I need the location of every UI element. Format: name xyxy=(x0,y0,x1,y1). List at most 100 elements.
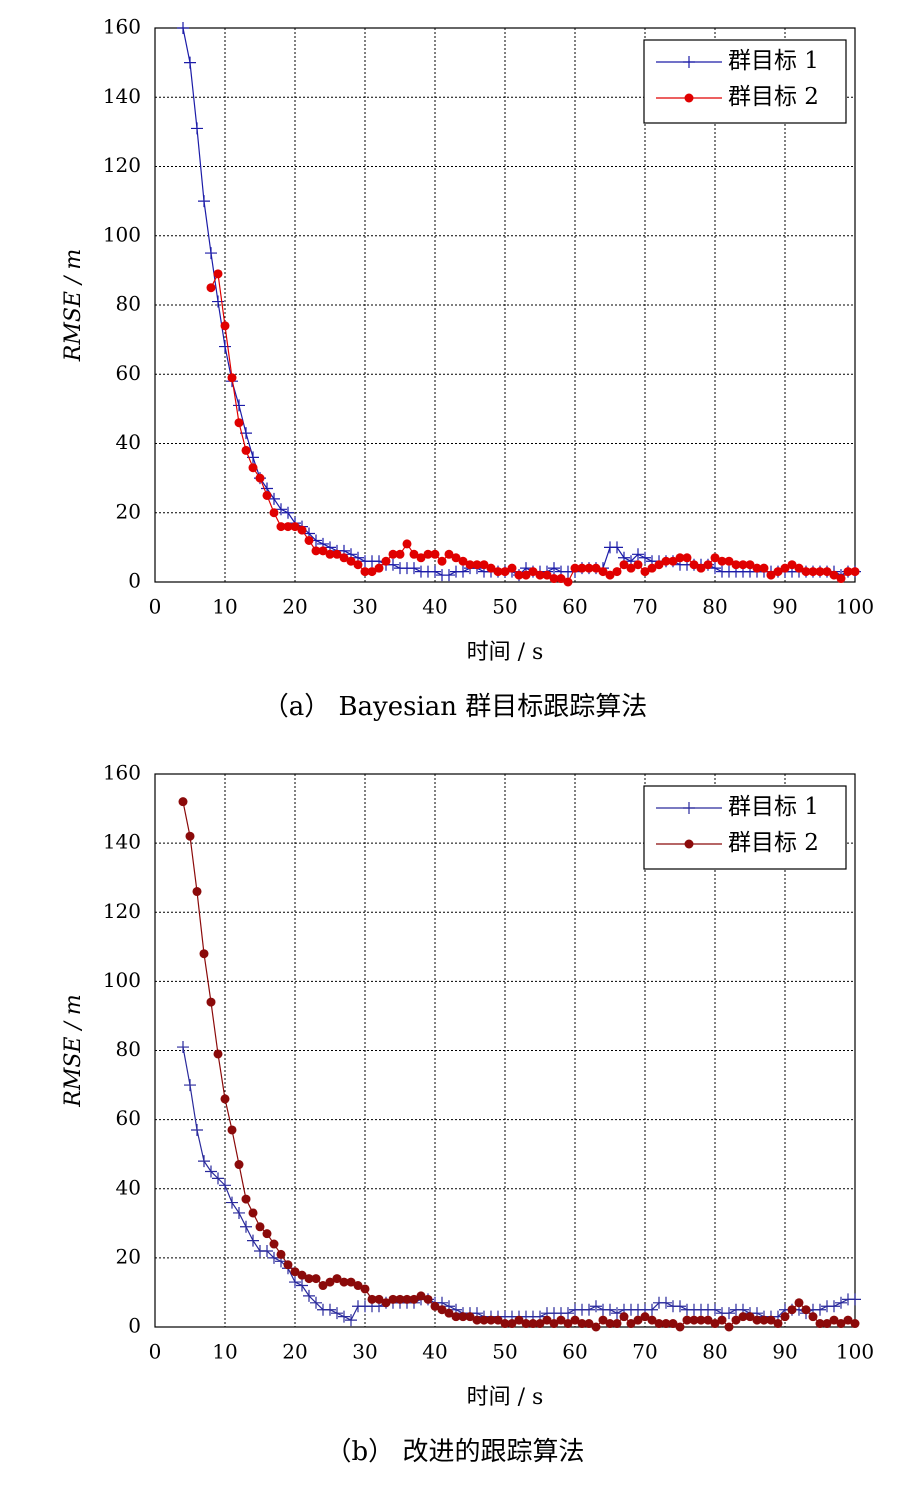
y-tick-label: 40 xyxy=(116,430,141,454)
data-point xyxy=(836,574,846,584)
data-point xyxy=(843,567,853,577)
data-point xyxy=(240,1220,252,1233)
data-point xyxy=(493,567,503,577)
x-tick-label: 60 xyxy=(562,595,587,619)
y-tick-label: 160 xyxy=(103,761,141,785)
data-point xyxy=(388,549,398,559)
series-line xyxy=(182,1046,855,1321)
data-point xyxy=(331,1307,343,1320)
data-point xyxy=(402,539,412,549)
data-point xyxy=(542,1315,552,1325)
data-point xyxy=(745,1312,755,1322)
y-tick-label: 120 xyxy=(103,153,141,177)
data-point xyxy=(409,549,419,559)
data-point xyxy=(472,560,482,570)
x-tick-label: 70 xyxy=(632,595,657,619)
data-point xyxy=(437,556,447,566)
data-point xyxy=(675,1322,685,1332)
data-point xyxy=(184,1079,196,1092)
data-point xyxy=(828,1300,840,1313)
data-point xyxy=(220,321,230,331)
y-tick-label: 80 xyxy=(116,1037,141,1061)
data-point xyxy=(766,570,776,580)
data-point xyxy=(416,1291,426,1301)
data-point xyxy=(542,570,552,580)
data-point xyxy=(374,563,384,573)
data-point xyxy=(849,1293,861,1306)
data-point xyxy=(562,1307,574,1320)
legend-marker xyxy=(684,839,694,849)
data-point xyxy=(226,1196,238,1209)
data-point xyxy=(185,831,195,841)
data-point xyxy=(213,269,223,279)
data-point xyxy=(521,1319,531,1329)
data-point xyxy=(640,1312,650,1322)
data-point xyxy=(311,1274,321,1284)
data-point xyxy=(457,565,469,578)
data-point xyxy=(500,1319,510,1329)
data-point xyxy=(324,1303,336,1316)
data-point xyxy=(429,565,441,578)
data-point xyxy=(626,563,636,573)
data-point xyxy=(381,556,391,566)
data-point xyxy=(836,1319,846,1329)
data-point xyxy=(731,560,741,570)
x-tick-label: 40 xyxy=(422,595,447,619)
data-point xyxy=(178,797,188,807)
data-point xyxy=(437,1305,447,1315)
data-point xyxy=(212,1172,224,1185)
data-point xyxy=(465,1312,475,1322)
data-point xyxy=(647,563,657,573)
y-tick-label: 60 xyxy=(116,1106,141,1130)
data-point xyxy=(801,567,811,577)
data-point xyxy=(276,522,286,532)
data-point xyxy=(205,1165,217,1178)
data-point xyxy=(752,1315,762,1325)
data-point xyxy=(696,563,706,573)
legend-box xyxy=(643,785,847,870)
data-point xyxy=(247,1234,259,1247)
data-point xyxy=(591,563,601,573)
data-point xyxy=(745,560,755,570)
data-point xyxy=(192,887,202,897)
data-point xyxy=(268,1251,280,1264)
data-point xyxy=(374,1294,384,1304)
data-point xyxy=(261,1244,273,1257)
data-point xyxy=(528,567,538,577)
data-point xyxy=(689,560,699,570)
data-point xyxy=(472,1315,482,1325)
x-tick-label: 100 xyxy=(836,1340,874,1364)
x-tick-label: 100 xyxy=(836,595,874,619)
data-point xyxy=(696,1315,706,1325)
x-tick-label: 60 xyxy=(562,1340,587,1364)
x-tick-label: 10 xyxy=(212,1340,237,1364)
data-point xyxy=(668,556,678,566)
data-point xyxy=(276,1249,286,1259)
legend-label: 群目标 2 xyxy=(728,830,819,856)
data-point xyxy=(794,563,804,573)
data-point xyxy=(591,1322,601,1332)
data-point xyxy=(184,56,196,69)
y-tick-label: 0 xyxy=(128,569,141,593)
data-point xyxy=(654,560,664,570)
x-tick-label: 50 xyxy=(492,595,517,619)
data-point xyxy=(703,1315,713,1325)
data-point xyxy=(206,997,216,1007)
data-point xyxy=(731,1315,741,1325)
data-point xyxy=(808,1312,818,1322)
data-point xyxy=(451,553,461,563)
data-point xyxy=(430,1301,440,1311)
x-axis-label: 时间 / s xyxy=(467,640,544,665)
data-point xyxy=(710,553,720,563)
data-point xyxy=(353,560,363,570)
data-point xyxy=(717,556,727,566)
data-point xyxy=(443,569,455,582)
data-point xyxy=(177,1041,189,1054)
data-point xyxy=(465,560,475,570)
data-point xyxy=(177,22,189,34)
series-line xyxy=(210,271,855,583)
data-point xyxy=(514,570,524,580)
data-point xyxy=(689,1315,699,1325)
data-point xyxy=(213,1049,223,1059)
data-point xyxy=(535,1319,545,1329)
